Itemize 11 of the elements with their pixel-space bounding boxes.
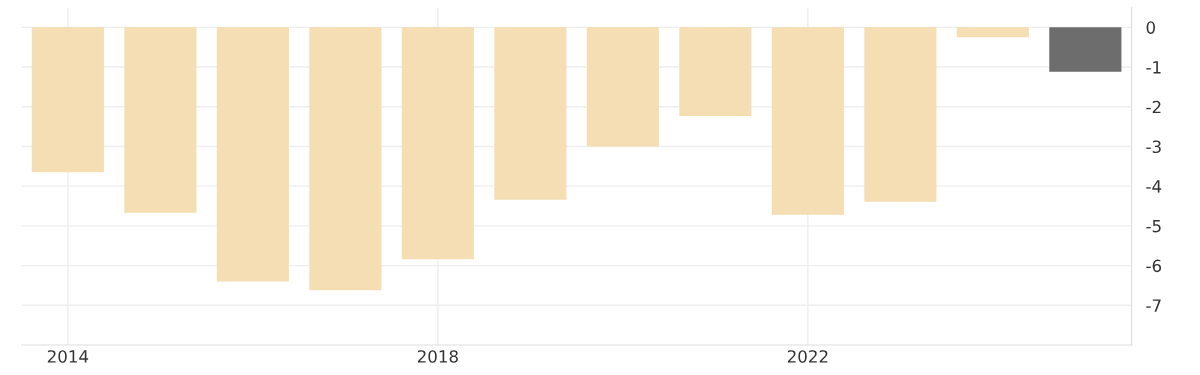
x-tick-label: 2022: [787, 350, 828, 363]
x-tick-label: 2018: [417, 350, 458, 363]
y-tick-label: -6: [1146, 259, 1162, 273]
y-tick-label: -7: [1146, 299, 1161, 312]
y-tick-label: 0: [1146, 21, 1155, 34]
y-tick-label: -1: [1146, 61, 1161, 74]
y-tick-label: -4: [1146, 180, 1162, 193]
y-tick-label: -2: [1146, 100, 1161, 114]
y-tick-label: -3: [1146, 140, 1161, 154]
y-tick-label: -5: [1146, 220, 1161, 233]
x-tick-label: 2014: [47, 350, 89, 363]
